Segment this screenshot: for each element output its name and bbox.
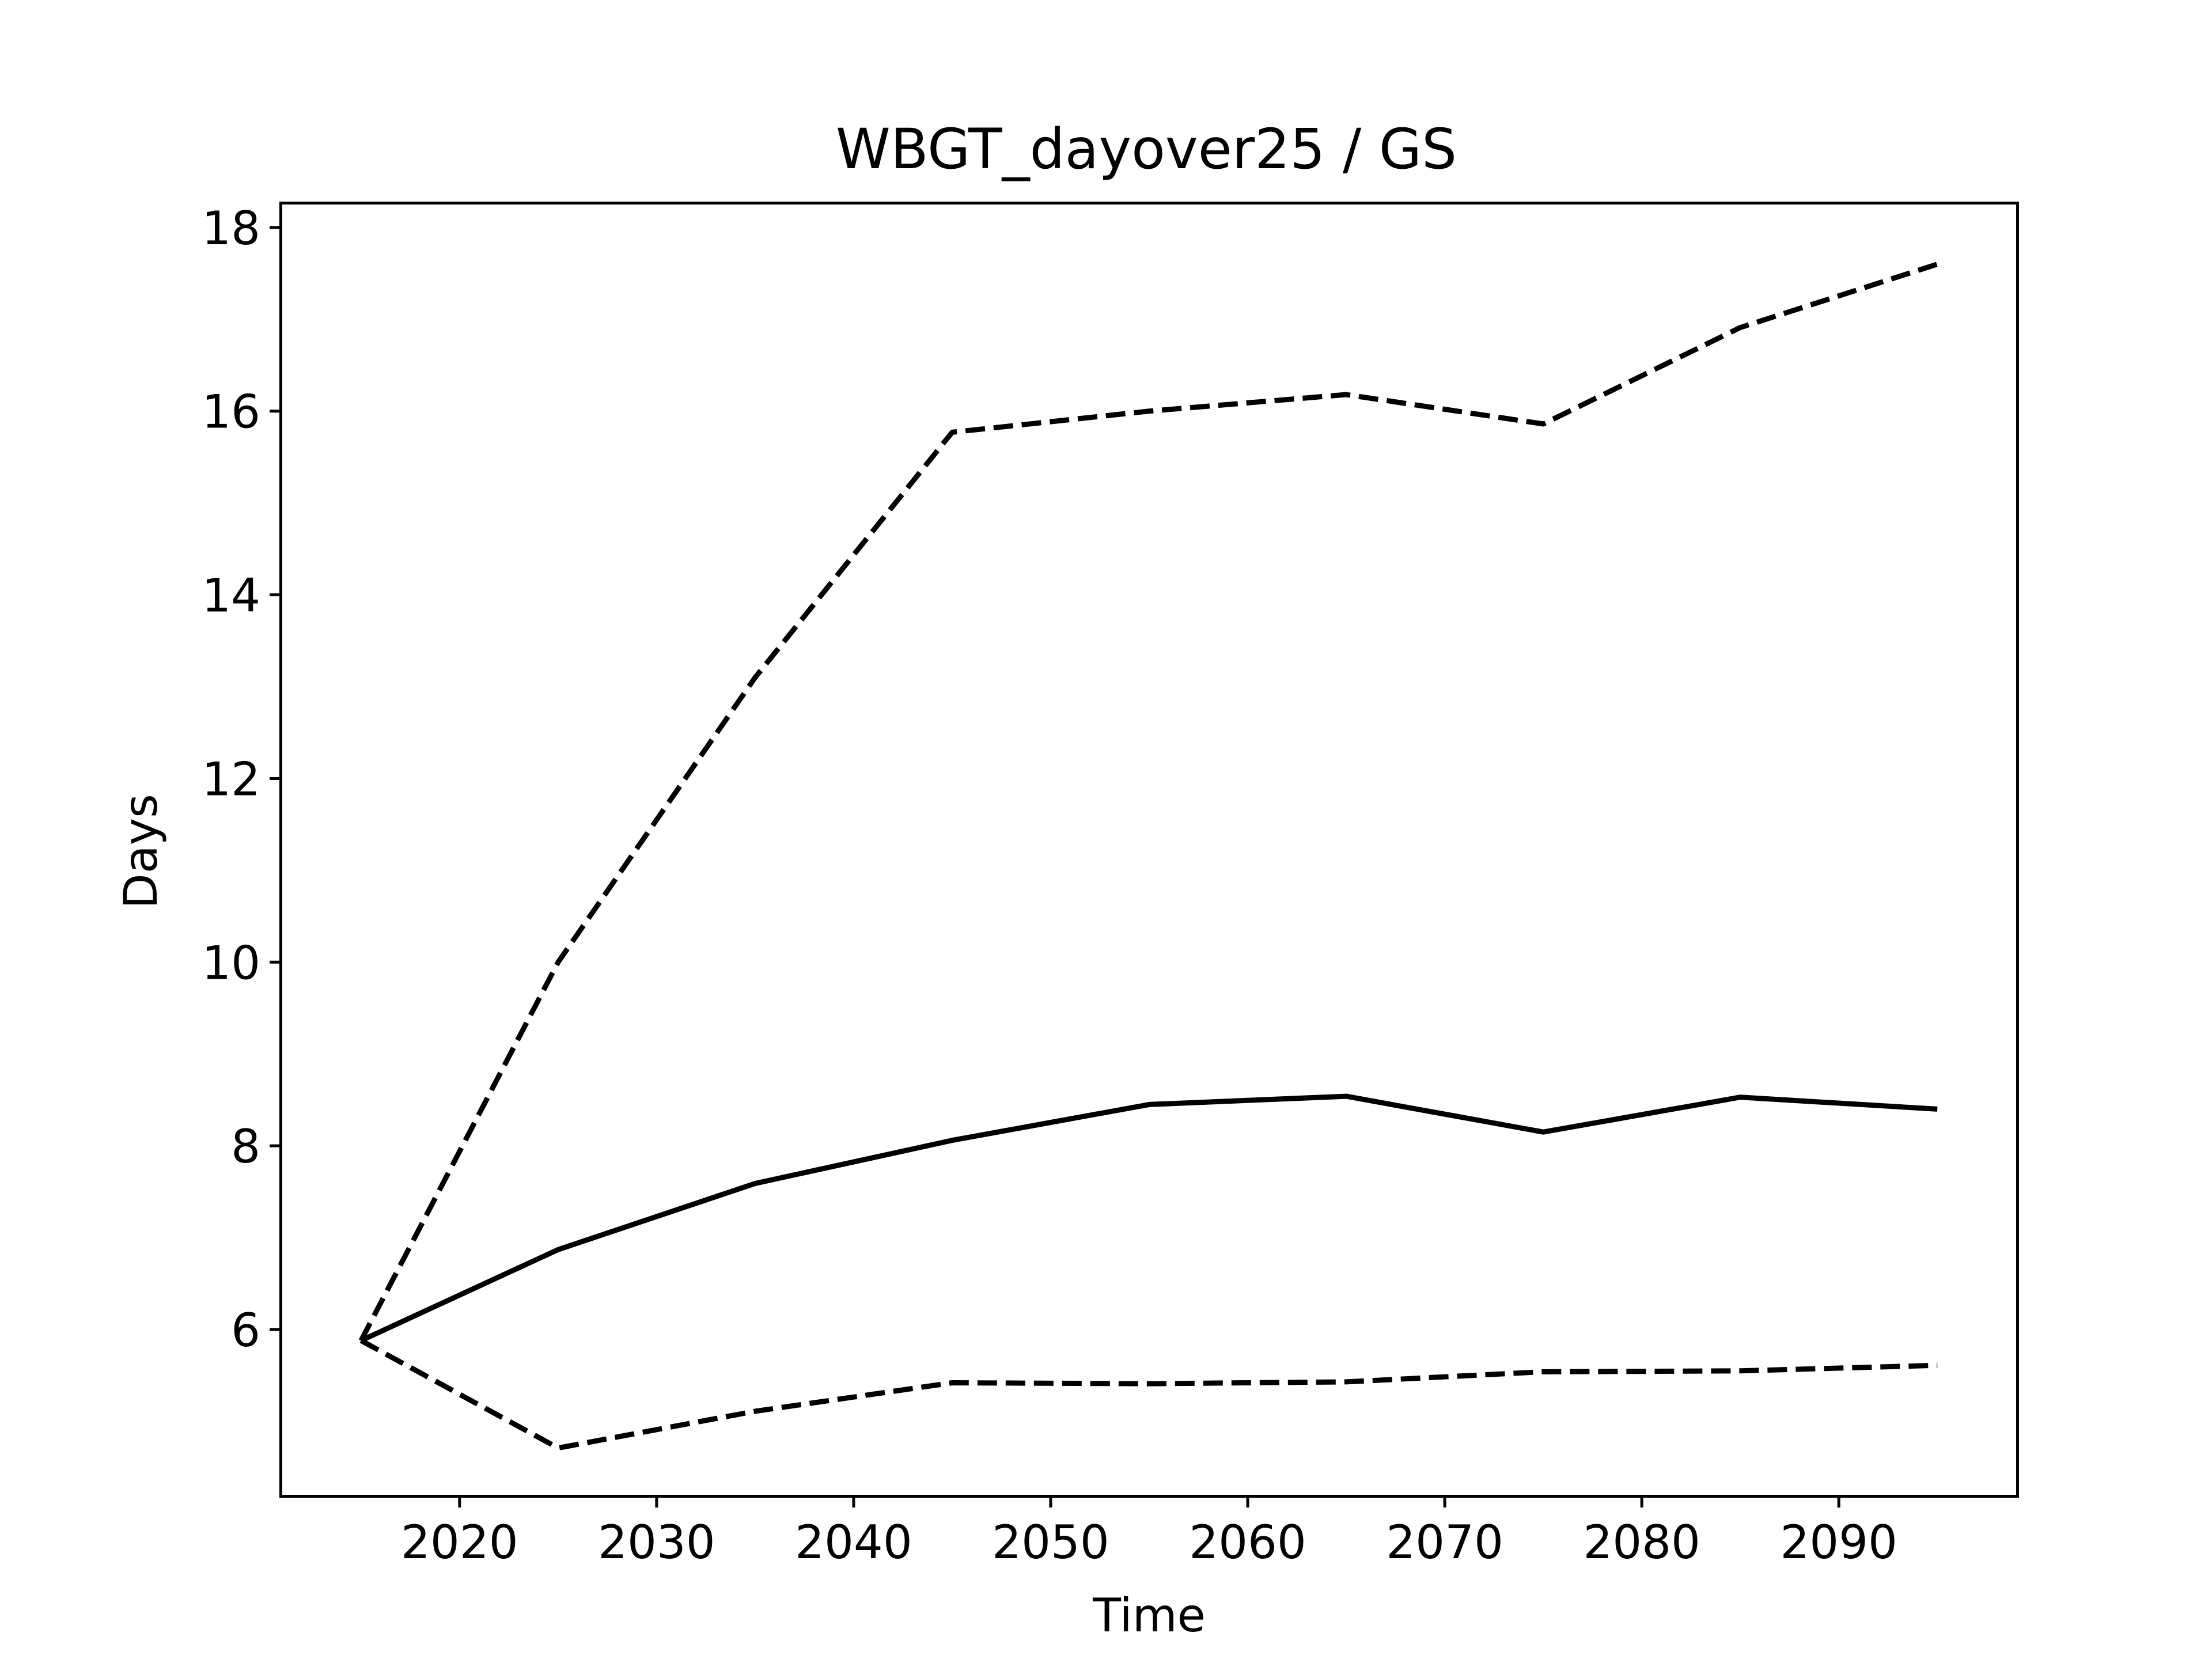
- y-tick-label: 10: [202, 936, 260, 990]
- y-tick-label: 14: [202, 569, 260, 623]
- x-tick-label: 2060: [1189, 1516, 1306, 1569]
- y-tick-label: 8: [231, 1120, 260, 1173]
- y-tick-label: 12: [202, 752, 260, 806]
- y-tick-label: 6: [231, 1304, 260, 1357]
- y-axis-label: Days: [114, 794, 168, 909]
- x-axis: 2020 2030 2040 2050 2060 2070 2080 2090: [401, 1495, 1897, 1569]
- y-tick-label: 18: [202, 202, 260, 255]
- plot-frame: [279, 202, 2019, 1498]
- y-axis: 6 8 10 12 14 16 18: [202, 202, 282, 1357]
- x-tick-label: 2030: [598, 1516, 715, 1569]
- y-tick-label: 16: [202, 385, 260, 439]
- x-tick-label: 2090: [1780, 1516, 1897, 1569]
- series-line-2: [358, 262, 1938, 1342]
- series-line-1: [359, 1093, 1938, 1343]
- x-tick-label: 2080: [1583, 1516, 1700, 1569]
- x-tick-label: 2020: [401, 1516, 518, 1569]
- x-tick-label: 2070: [1386, 1516, 1503, 1569]
- series-line-3: [359, 1338, 1938, 1451]
- series-layer: [358, 262, 1938, 1451]
- x-tick-label: 2040: [795, 1516, 912, 1569]
- x-tick-label: 2050: [992, 1516, 1109, 1569]
- chart-title: WBGT_dayover25 / GS: [836, 117, 1457, 181]
- x-axis-label: Time: [1092, 1589, 1206, 1642]
